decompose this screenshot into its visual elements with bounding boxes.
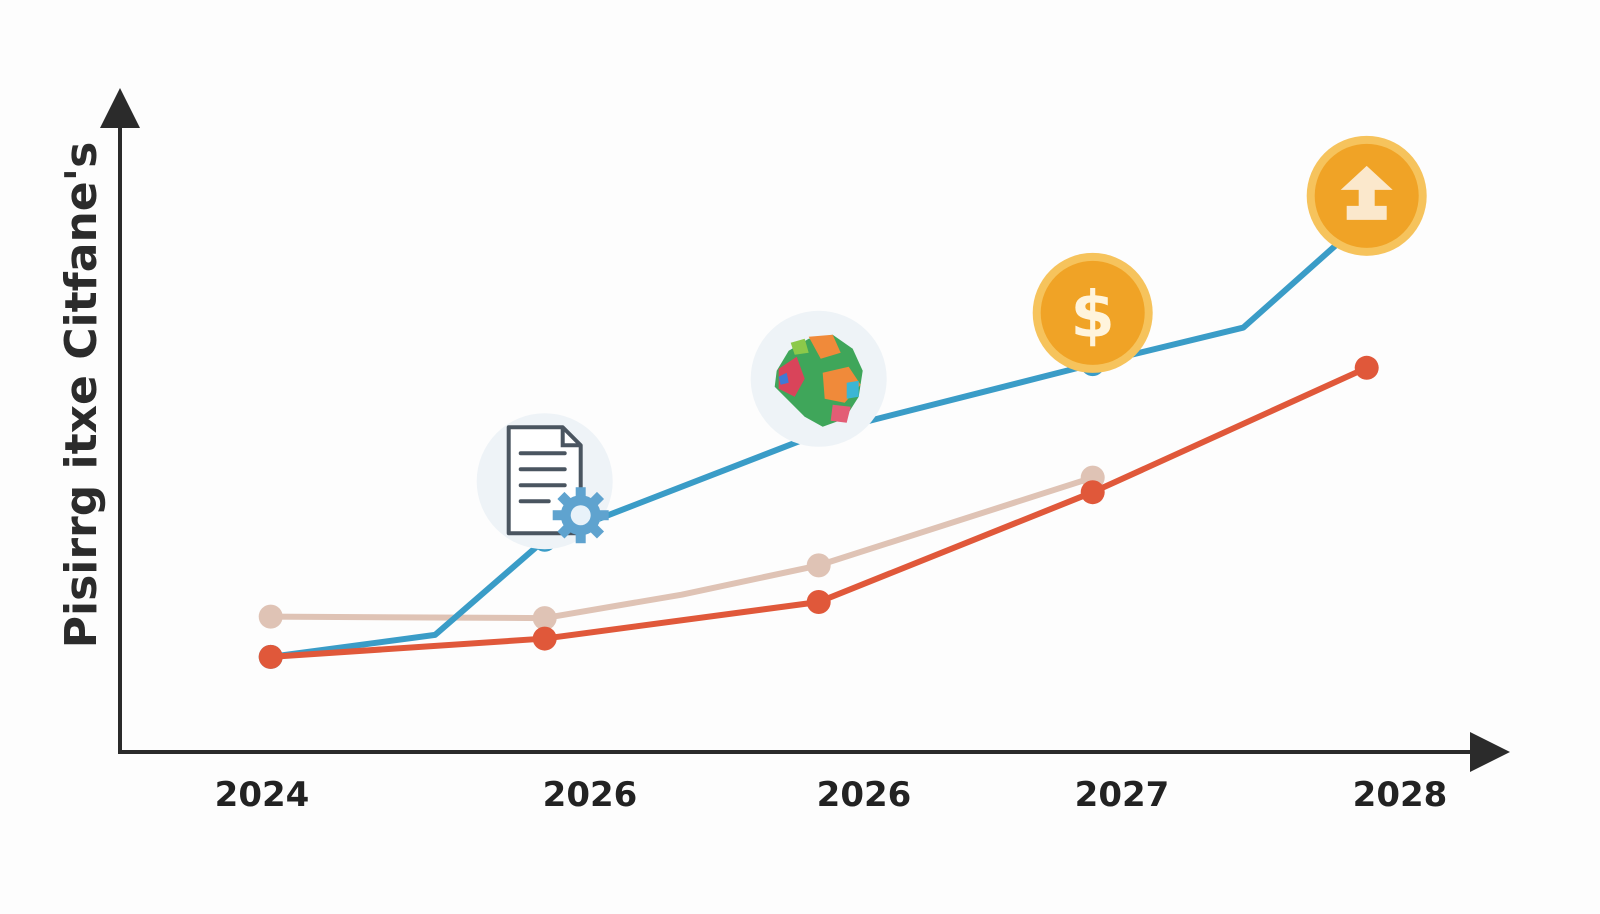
data-point (532, 626, 557, 651)
data-point (258, 644, 283, 669)
series-line (267, 474, 1096, 622)
data-point (532, 606, 557, 631)
map-icon (750, 310, 887, 447)
y-axis-label: Pisirrg itxe Citfane's (56, 142, 107, 649)
x-tick-label: 2026 (817, 775, 912, 815)
x-tick-label: 2028 (1353, 775, 1448, 815)
document-gear-icon (476, 413, 613, 550)
series-red (258, 355, 1379, 669)
dollar-coin-icon: $ (1032, 252, 1153, 373)
x-tick-labels: 2024 2026 2026 2027 2028 (215, 775, 1448, 815)
data-point (806, 589, 831, 614)
x-tick-label: 2024 (215, 775, 310, 815)
series-beige (258, 465, 1105, 631)
x-tick-label: 2026 (543, 775, 638, 815)
up-arrow-coin-icon (1306, 135, 1427, 256)
annotation-icons: $ (476, 135, 1427, 550)
data-point (258, 604, 283, 629)
data-point (1080, 480, 1105, 505)
dollar-symbol: $ (1070, 279, 1115, 353)
data-point (806, 553, 831, 578)
x-tick-label: 2027 (1075, 775, 1170, 815)
data-point (1354, 355, 1379, 380)
